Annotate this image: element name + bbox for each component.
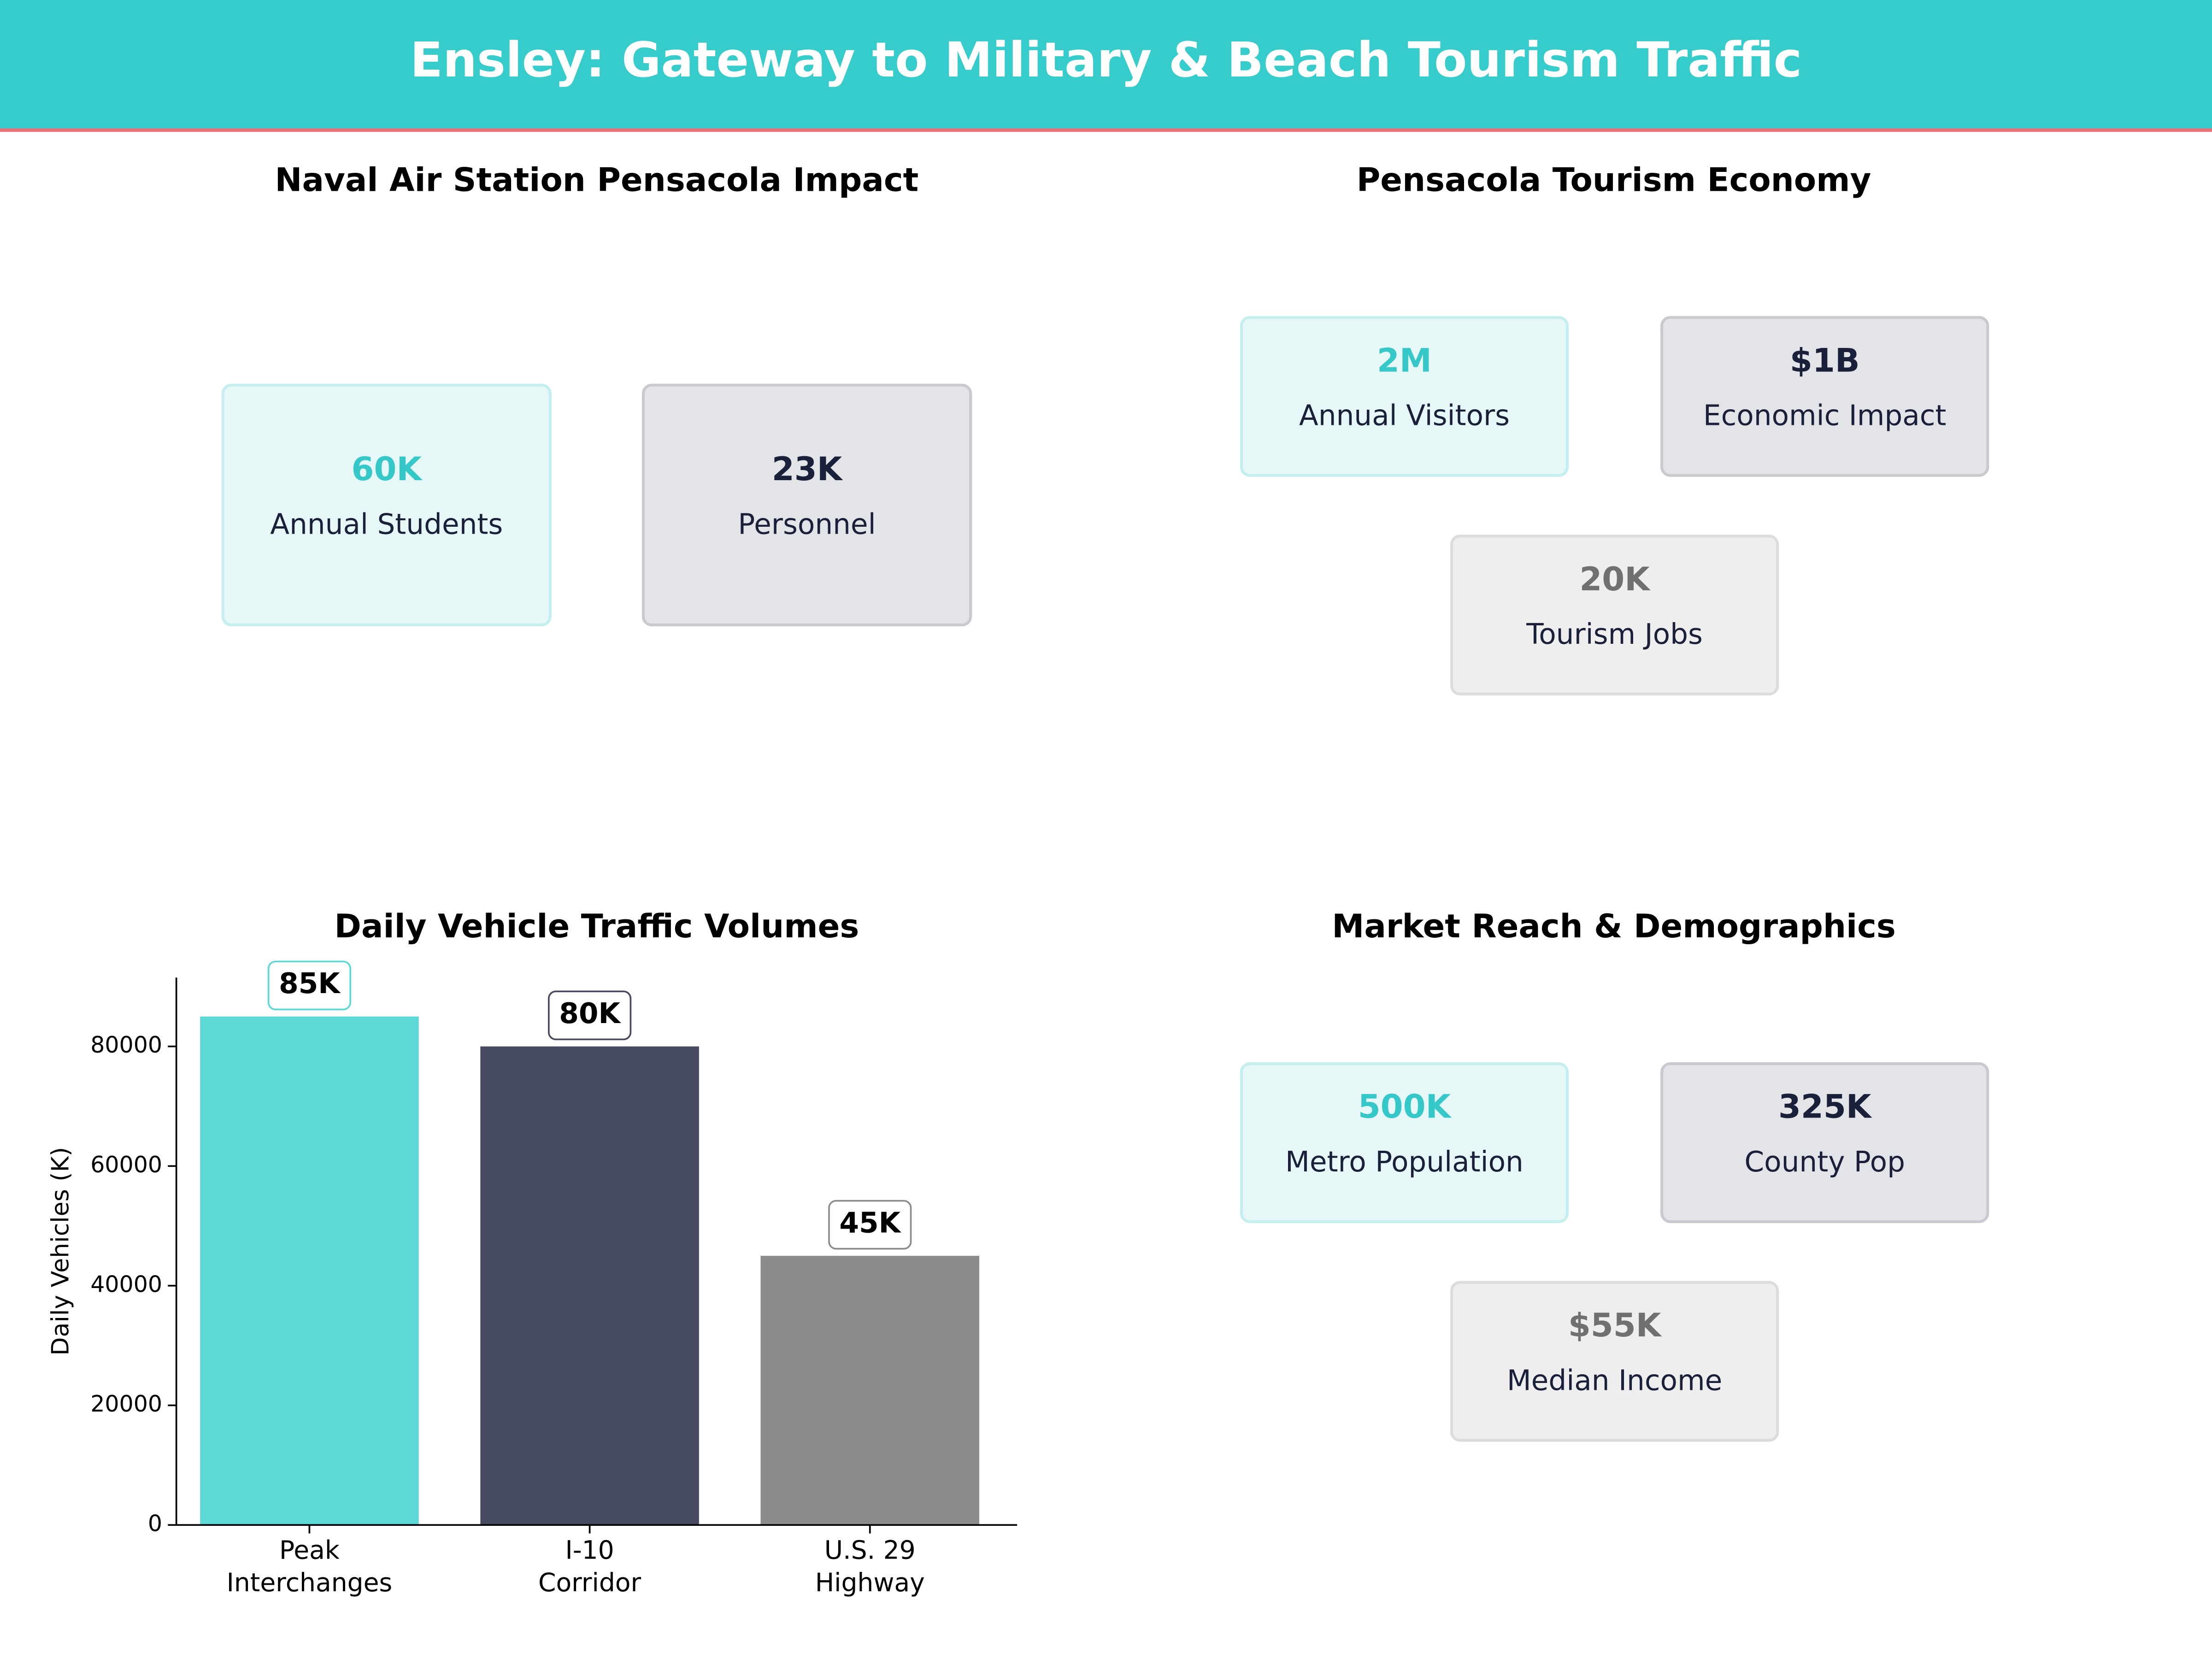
header-bar bbox=[0, 0, 2212, 129]
stat-label: Annual Visitors bbox=[1299, 400, 1510, 432]
value-label: 80K bbox=[559, 997, 621, 1030]
chart-title: Daily Vehicle Traffic Volumes bbox=[335, 907, 859, 945]
header-rule bbox=[0, 128, 2212, 132]
x-tick-label: Peak Interchanges bbox=[227, 1535, 393, 1597]
stat-value: $1B bbox=[1790, 341, 1860, 379]
stat-card bbox=[1660, 1062, 1989, 1224]
y-tick-label: 0 bbox=[148, 1511, 162, 1537]
stat-label: Metro Population bbox=[1285, 1146, 1524, 1178]
stat-card bbox=[1660, 316, 1989, 477]
panel-title: Pensacola Tourism Economy bbox=[1357, 161, 1871, 199]
value-label-box bbox=[267, 960, 352, 1011]
header-title: Ensley: Gateway to Military & Beach Tour… bbox=[410, 32, 1802, 88]
stat-label: County Pop bbox=[1744, 1146, 1905, 1178]
x-tick-label-line: Peak bbox=[279, 1535, 340, 1565]
stat-label: Tourism Jobs bbox=[1526, 618, 1703, 651]
panel-title: Naval Air Station Pensacola Impact bbox=[275, 161, 919, 199]
x-tick-label: U.S. 29 Highway bbox=[815, 1535, 925, 1597]
stat-card bbox=[1240, 1062, 1569, 1224]
stat-value: 2M bbox=[1377, 341, 1432, 379]
stat-label: Personnel bbox=[738, 508, 876, 541]
value-label: 45K bbox=[839, 1206, 901, 1239]
stat-value: 325K bbox=[1778, 1088, 1872, 1126]
x-tick-label-line: U.S. 29 bbox=[824, 1535, 916, 1565]
stat-card bbox=[641, 383, 972, 627]
panel-title: Market Reach & Demographics bbox=[1332, 907, 1895, 945]
stat-card bbox=[1240, 316, 1569, 477]
y-tick-label: 60000 bbox=[90, 1152, 162, 1178]
x-tick-label-line: Corridor bbox=[538, 1568, 641, 1597]
stat-value: $55K bbox=[1568, 1306, 1662, 1344]
stat-value: 60K bbox=[352, 450, 423, 488]
value-label-box bbox=[547, 990, 632, 1041]
x-tick-label-line: Interchanges bbox=[227, 1568, 393, 1597]
bar bbox=[760, 1256, 979, 1525]
stat-card bbox=[221, 383, 552, 627]
x-tick-label: I-10 Corridor bbox=[538, 1535, 641, 1597]
stat-card bbox=[1450, 535, 1779, 696]
stat-card bbox=[1450, 1281, 1779, 1442]
y-tick-label: 80000 bbox=[90, 1032, 162, 1058]
y-tick-label: 40000 bbox=[90, 1271, 162, 1297]
x-tick-label-line: I-10 bbox=[565, 1535, 614, 1565]
stat-value: 20K bbox=[1579, 560, 1651, 598]
value-label-box bbox=[828, 1200, 912, 1250]
y-axis-label: Daily Vehicles (K) bbox=[47, 1147, 75, 1356]
stat-label: Annual Students bbox=[270, 508, 503, 541]
stat-value: 23K bbox=[772, 450, 843, 488]
x-tick-label-line: Highway bbox=[815, 1568, 925, 1597]
bar bbox=[480, 1046, 699, 1525]
stat-label: Median Income bbox=[1507, 1365, 1722, 1397]
value-label: 85K bbox=[279, 967, 341, 1000]
stat-label: Economic Impact bbox=[1703, 400, 1947, 432]
bar bbox=[200, 1016, 419, 1525]
stat-value: 500K bbox=[1358, 1088, 1452, 1126]
y-tick-label: 20000 bbox=[90, 1391, 162, 1417]
